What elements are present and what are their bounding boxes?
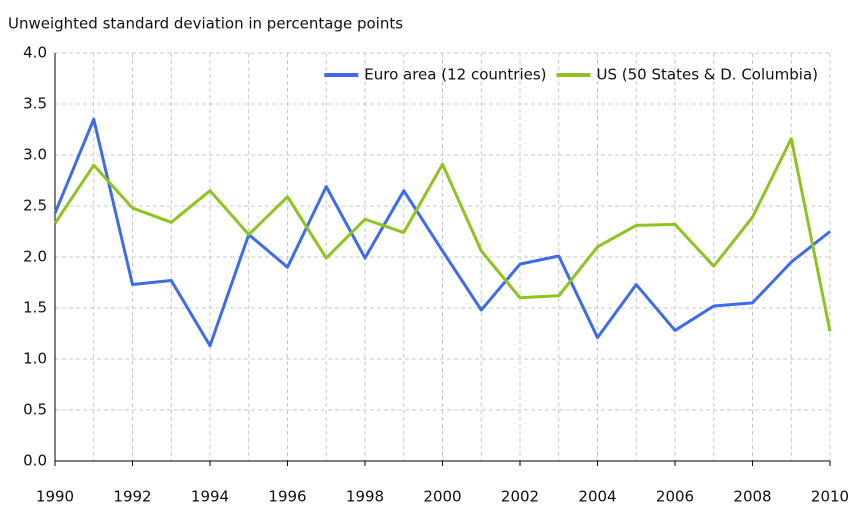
x-tick-label: 2010: [811, 488, 849, 506]
x-tick-label: 1990: [36, 488, 74, 506]
x-tick-label: 2004: [578, 488, 616, 506]
x-tick-label: 1996: [268, 488, 306, 506]
y-tick-label: 4.0: [23, 44, 47, 62]
y-tick-label: 3.5: [23, 95, 47, 113]
y-tick-label: 0.0: [23, 452, 47, 470]
x-tick-label: 1992: [113, 488, 151, 506]
y-tick-label: 1.0: [23, 350, 47, 368]
series-line: [53, 117, 831, 348]
x-tick-label: 2008: [733, 488, 771, 506]
y-tick-label: 0.5: [23, 401, 47, 419]
x-tick-label: 2000: [423, 488, 461, 506]
series-line: [53, 137, 832, 332]
y-tick-label: 2.0: [23, 248, 47, 266]
x-tick-label: 1998: [346, 488, 384, 506]
y-tick-label: 2.5: [23, 197, 47, 215]
legend-label: US (50 States & D. Columbia): [597, 66, 818, 84]
legend-label: Euro area (12 countries): [364, 66, 546, 84]
x-tick-label: 1994: [191, 488, 229, 506]
y-tick-label: 3.0: [23, 146, 47, 164]
x-tick-label: 2006: [656, 488, 694, 506]
y-tick-label: 1.5: [23, 299, 47, 317]
x-tick-label: 2002: [501, 488, 539, 506]
chart-title: Unweighted standard deviation in percent…: [8, 15, 403, 33]
